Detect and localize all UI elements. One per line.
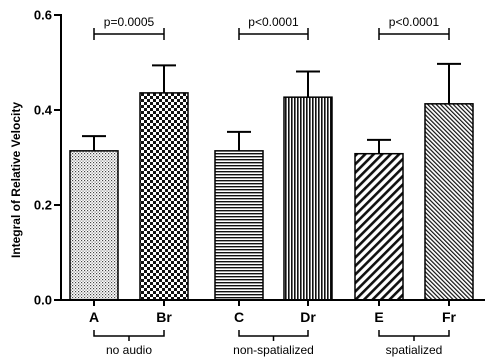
significance-bracket	[378, 28, 450, 40]
y-tick-label: 0.6	[34, 8, 52, 23]
y-axis-label: Integral of Relative Velocity	[9, 102, 23, 258]
group-bracket	[238, 330, 309, 341]
y-tick-label: 0.0	[34, 293, 52, 308]
significance-bracket	[93, 28, 165, 40]
group-label: non-spatialized	[233, 343, 314, 357]
bar-e	[354, 152, 404, 301]
group-bracket	[378, 330, 450, 341]
bar-br	[139, 92, 189, 301]
x-tick-label-br: Br	[156, 309, 172, 325]
x-tick-label-e: E	[374, 309, 383, 325]
x-tick-label-c: C	[234, 309, 244, 325]
y-tick-label: 0.2	[34, 198, 52, 213]
significance-label: p<0.0001	[389, 15, 440, 29]
group-label: no audio	[106, 343, 152, 357]
significance-bracket	[238, 28, 309, 40]
group-bracket	[93, 330, 165, 341]
group-label: spatialized	[386, 343, 443, 357]
bar-a	[69, 150, 119, 301]
significance-label: p<0.0001	[248, 15, 299, 29]
bar-c	[214, 150, 264, 301]
significance-label: p=0.0005	[104, 15, 155, 29]
bar-fr	[424, 103, 474, 301]
x-tick-label-dr: Dr	[300, 309, 316, 325]
x-tick-label-a: A	[89, 309, 99, 325]
y-tick-label: 0.4	[34, 103, 53, 118]
bar-dr	[283, 96, 333, 301]
x-tick-label-fr: Fr	[442, 309, 457, 325]
